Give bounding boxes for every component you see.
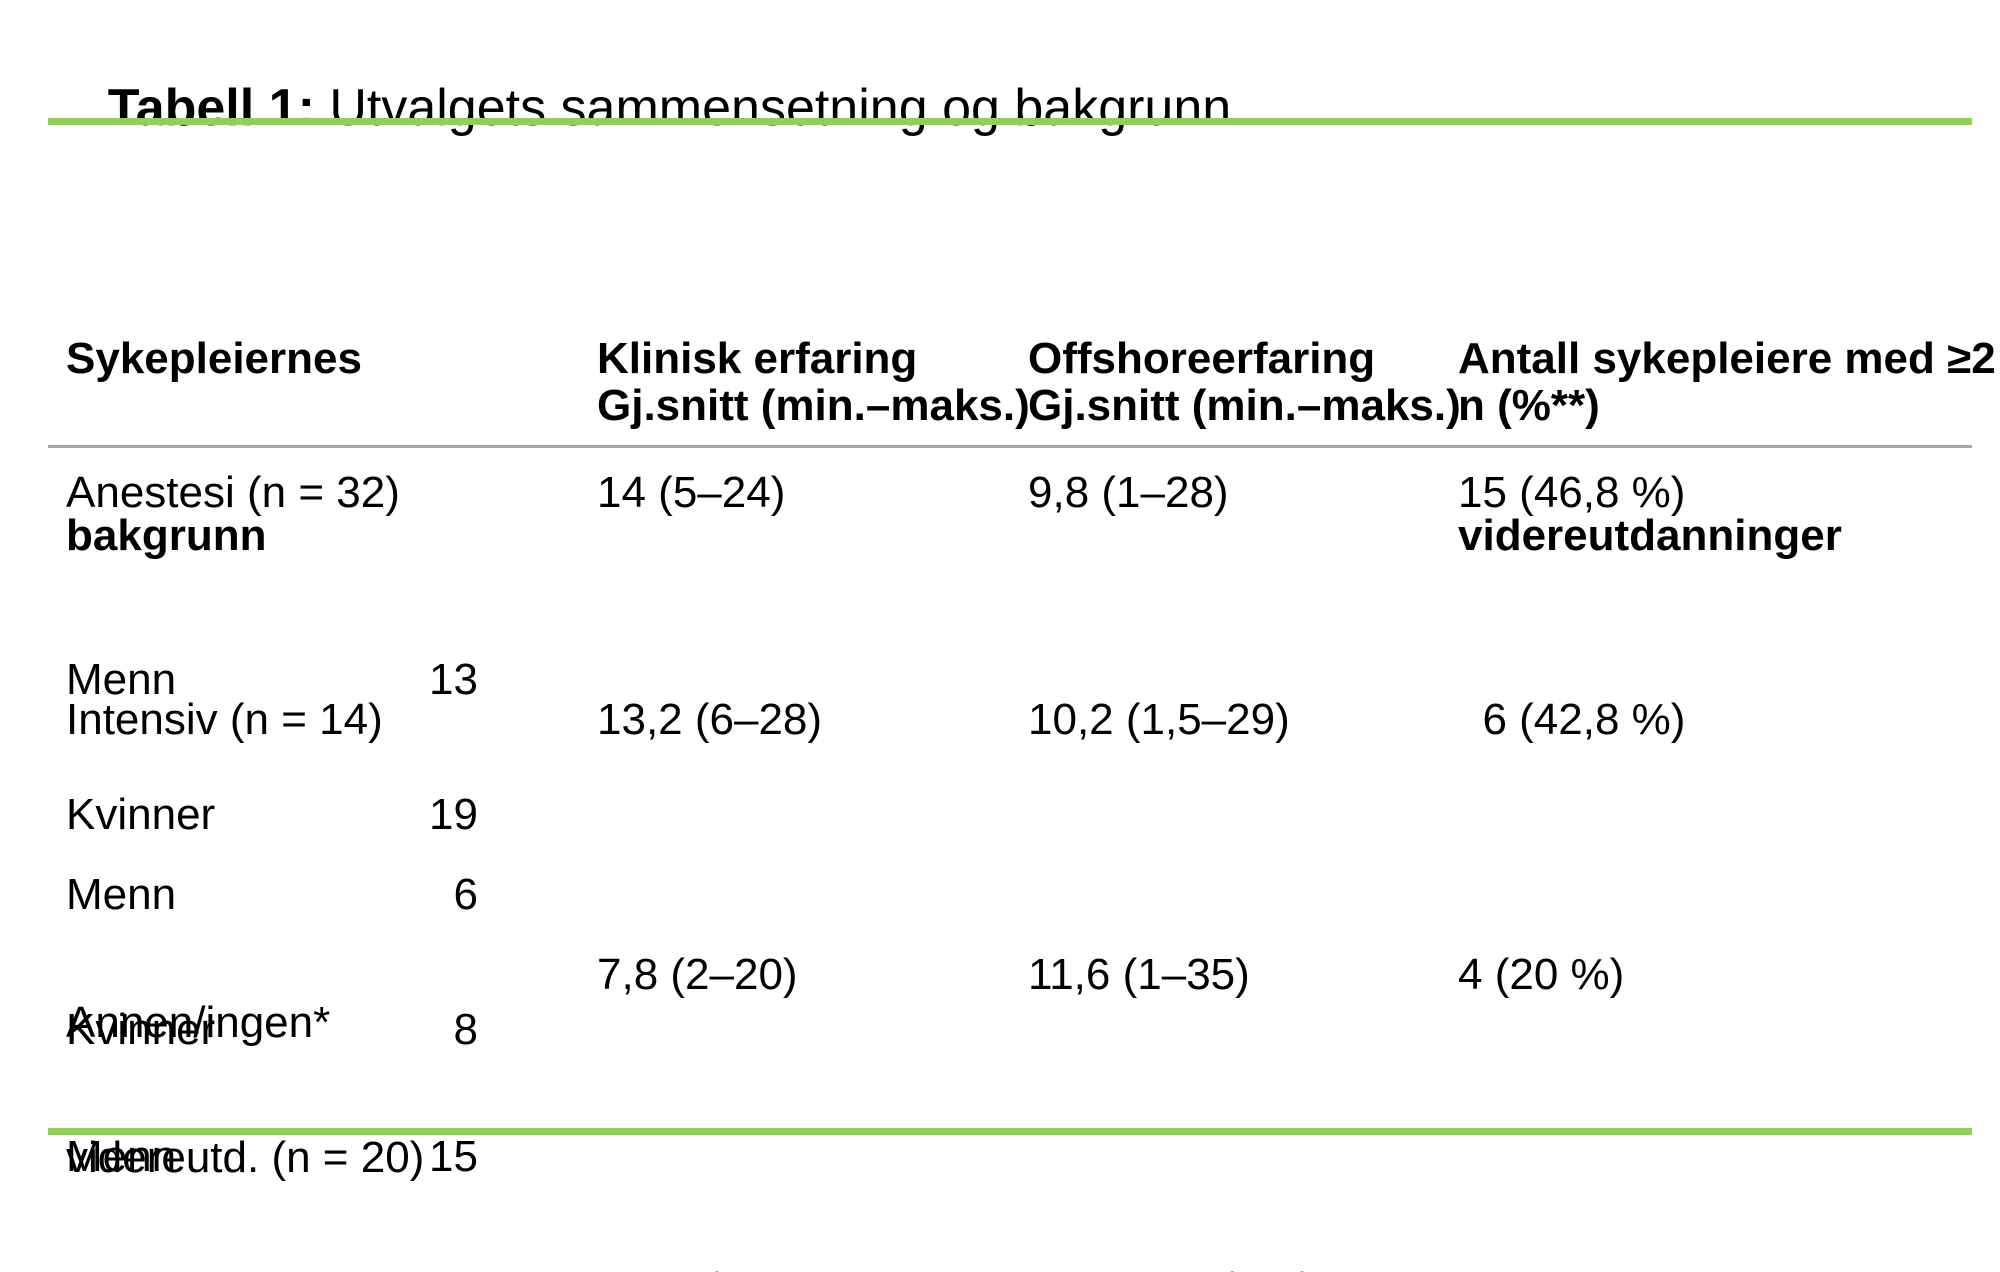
top-rule [48,118,1972,125]
gender-label: Menn [66,870,177,919]
table-title-label: Tabell 1: [107,79,315,137]
table-subheader-row: Gj.snitt (min.–maks.) Gj.snitt (min.–mak… [0,384,2000,434]
column-header-klinisk: Klinisk erfaring [597,211,917,506]
gender-rows-annen: Menn Kvinner 15 5 [0,1044,2000,1272]
gender-labels: Menn Kvinner [66,1044,215,1272]
footnotes: * Resterende utdanningsgrupper ble slått… [58,1173,1748,1272]
column-header-bakgrunn: Sykepleiernes bakgrunn [66,211,362,683]
gender-counts: 13 19 [66,567,478,927]
gender-count: 5 [66,1269,478,1272]
n-pct-value: 15 (46,8 %) [1458,468,1686,517]
row-label-line: videreutd. (n = 20) [66,1133,425,1182]
gender-count: 6 [453,870,478,919]
column-header-videreutdanninger: Antall sykepleiere med ≥2 videreutdannin… [1458,211,1996,683]
n-pct-value: 6 (42,8 %) [1458,695,1686,744]
gender-label: Kvinner [66,1005,216,1054]
gender-label: Menn [66,1132,177,1181]
offshore-value: 9,8 (1–28) [1028,468,1229,517]
group-row-annen-label: Annen/ingen* videreutd. (n = 20) [0,910,2000,1180]
row-label-line: Annen/ingen* [66,998,331,1047]
column-header-line: bakgrunn [66,511,267,560]
footnote-asterisk: * Resterende utdanningsgrupper ble slått… [58,1267,1748,1272]
klinisk-value: 14 (5–24) [597,468,786,517]
klinisk-value: 7,8 (2–20) [597,950,798,999]
group-row-anestesi: Anestesi (n = 32) 14 (5–24) 9,8 (1–28) 1… [0,470,2000,520]
column-header-line: Sykepleiernes [66,334,362,383]
gender-count: 8 [453,1005,478,1054]
gender-count: 19 [429,790,478,839]
gender-count: 15 [429,1132,478,1181]
gender-count: 13 [429,655,478,704]
bottom-rule [48,1128,1972,1135]
gender-counts: 6 8 [66,782,478,1142]
column-header-line: videreutdanninger [1458,511,1842,560]
gender-counts: 15 5 [66,1044,478,1272]
row-label: Intensiv (n = 14) [66,695,383,744]
klinisk-value: 13,2 (6–28) [597,695,823,744]
column-header-line: Offshoreerfaring [1028,334,1376,383]
group-row-intensiv: Intensiv (n = 14) 13,2 (6–28) 10,2 (1,5–… [0,697,2000,747]
column-header-offshore: Offshoreerfaring [1028,211,1375,506]
offshore-value: 10,2 (1,5–29) [1028,695,1290,744]
gender-rows-intensiv: Menn Kvinner 6 8 [0,782,2000,1052]
table-title-text: Utvalgets sammensetning og bakgrunn [314,79,1232,137]
offshore-value: 11,6 (1–35) [1028,950,1250,999]
subheader-offshore: Gj.snitt (min.–maks.) [1028,381,1461,430]
gender-label: Menn [66,655,177,704]
table-title: Tabell 1: Utvalgets sammensetning og bak… [50,30,1231,186]
group-row-annen-values: 7,8 (2–20) 11,6 (1–35) 4 (20 %) [0,952,2000,1002]
n-pct-value: 4 (20 %) [1458,950,1625,999]
gender-label: Kvinner [66,790,216,839]
header-divider-rule [48,445,1972,448]
row-label: Anestesi (n = 32) [66,468,400,517]
gender-labels: Menn Kvinner [66,567,215,927]
subheader-klinisk: Gj.snitt (min.–maks.) [597,381,1030,430]
row-label: Annen/ingen* videreutd. (n = 20) [66,910,424,1270]
subheader-n-pct: n (%**) [1458,381,1600,430]
column-header-line: Klinisk erfaring [597,334,918,383]
table-header-row: Sykepleiernes bakgrunn Klinisk erfaring … [0,211,2000,560]
column-header-line: Antall sykepleiere med ≥2 [1458,334,1996,383]
gender-rows-anestesi: Menn Kvinner 13 19 [0,567,2000,837]
gender-labels: Menn Kvinner [66,782,215,1142]
gender-label: Kvinner [66,1269,215,1272]
